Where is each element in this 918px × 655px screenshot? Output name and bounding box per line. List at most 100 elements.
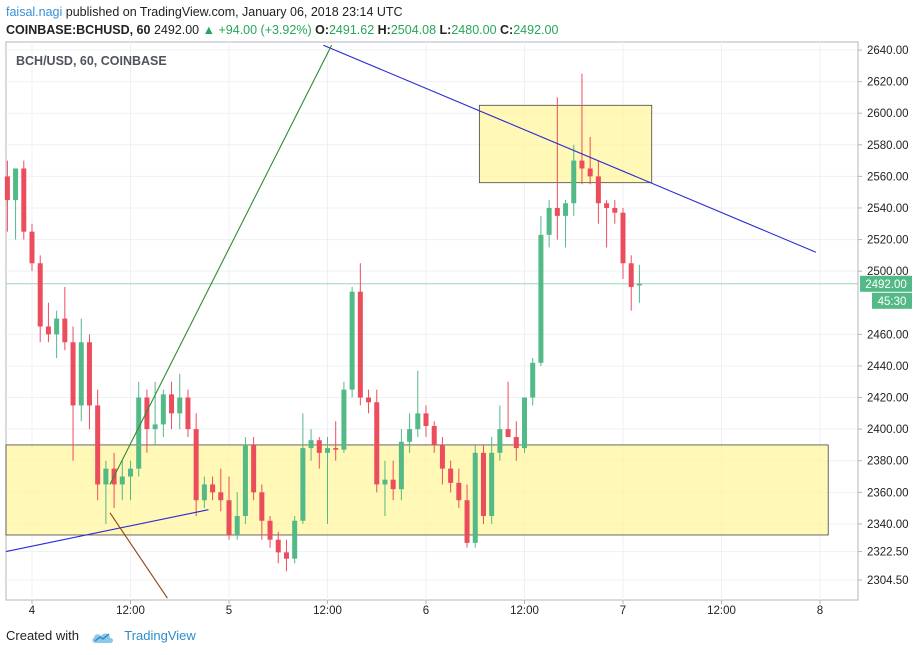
countdown-badge-text: 45:30 [878, 296, 907, 308]
candle-body [407, 429, 413, 442]
candle-body [628, 263, 634, 287]
candle [456, 468, 462, 509]
candle [382, 460, 388, 517]
candle [45, 302, 51, 343]
candle [472, 444, 478, 548]
author-link[interactable]: faisal.nagi [6, 5, 63, 19]
candle [275, 531, 281, 564]
tradingview-brand[interactable]: TradingView [124, 628, 196, 643]
candle-body [4, 176, 10, 201]
candle [530, 358, 536, 406]
price-labels: 2492.00 45:30 [860, 275, 912, 309]
trendline-green[interactable] [109, 45, 333, 485]
candle [571, 144, 577, 216]
candle [390, 460, 396, 501]
candle [119, 460, 125, 501]
price-tick-label: 2580.00 [867, 140, 909, 152]
price-tick-label: 2380.00 [867, 456, 909, 468]
candle [407, 413, 413, 453]
candle-body [604, 203, 610, 208]
candle [283, 539, 289, 572]
candle-body [505, 429, 511, 438]
price-tick-label: 2640.00 [867, 45, 909, 57]
support-resistance-zone[interactable] [5, 444, 829, 536]
price-tick-label: 2400.00 [867, 424, 909, 436]
candle-body [546, 207, 552, 235]
candle-body [480, 452, 486, 517]
candle-body [308, 440, 314, 449]
candle [251, 437, 257, 501]
candle [579, 73, 585, 185]
candle [152, 381, 158, 445]
price-axis[interactable]: 2304.50 2322.50 2340.00 2360.00 2380.00 2400.… [857, 42, 909, 600]
low-value: 2480.00 [451, 23, 497, 37]
trendline-blue[interactable] [5, 509, 209, 553]
candle-body [464, 500, 470, 543]
candle [169, 381, 175, 430]
candle [415, 370, 421, 438]
candle-body [292, 520, 298, 559]
candle [95, 389, 101, 501]
candle-body [489, 452, 495, 517]
open-value: 2491.62 [328, 23, 375, 37]
candle [374, 389, 380, 493]
candle [489, 437, 495, 524]
candle-body [636, 283, 642, 286]
candle-body [251, 444, 257, 493]
candle [464, 484, 470, 548]
candle [144, 389, 150, 453]
candle [497, 405, 503, 461]
candle [341, 381, 347, 453]
candle-body [152, 424, 158, 430]
time-tick-label: 12:00 [116, 605, 145, 617]
trendline-blue[interactable] [323, 44, 817, 253]
time-tick-label: 12:00 [313, 605, 342, 617]
candle [554, 97, 560, 240]
tradingview-cloud-icon [91, 632, 113, 643]
candle-body [587, 168, 593, 177]
candle [480, 444, 486, 524]
low-label: L: [439, 23, 452, 37]
candle [86, 334, 92, 430]
candle [333, 421, 339, 461]
candle-body [242, 444, 248, 517]
candle-body [366, 397, 372, 403]
footer: Created with TradingView [6, 628, 196, 644]
candle-body [612, 207, 618, 213]
candle [70, 326, 76, 461]
candle-body [185, 397, 191, 430]
time-tick-label: 7 [620, 605, 626, 617]
candle-body [136, 397, 142, 469]
candle-body [522, 397, 527, 449]
candle [366, 389, 372, 414]
candle [292, 516, 298, 564]
candle [226, 476, 232, 540]
time-tick-label: 8 [817, 605, 823, 617]
candle-body [382, 479, 388, 485]
trendlines [5, 44, 817, 599]
high-label: H: [377, 23, 391, 37]
price-tick-label: 2520.00 [867, 235, 909, 247]
change-value: +94.00 (+3.92%) [218, 23, 312, 37]
price-tick-label: 2500.00 [867, 266, 909, 278]
candle-body [234, 516, 240, 535]
price-tick-label: 2420.00 [867, 393, 909, 405]
candle [349, 286, 355, 398]
support-resistance-zone[interactable] [478, 104, 653, 184]
candle-body [169, 394, 175, 414]
created-with-label: Created with [6, 628, 79, 643]
candle-body [497, 429, 503, 453]
candle-body [95, 405, 101, 485]
publish-header: faisal.nagi published on TradingView.com… [6, 3, 403, 21]
candle [4, 160, 10, 232]
time-tick-label: 4 [29, 605, 36, 617]
high-value: 2504.08 [390, 23, 437, 37]
trendline-brown[interactable] [109, 512, 168, 599]
candle-body [316, 440, 322, 453]
candle-body [415, 413, 421, 430]
time-axis[interactable]: 4 12:00 5 12:00 6 12:00 7 12:00 8 [29, 600, 823, 617]
candle [103, 460, 109, 524]
close-label: C: [500, 23, 514, 37]
candle-body [349, 291, 355, 390]
